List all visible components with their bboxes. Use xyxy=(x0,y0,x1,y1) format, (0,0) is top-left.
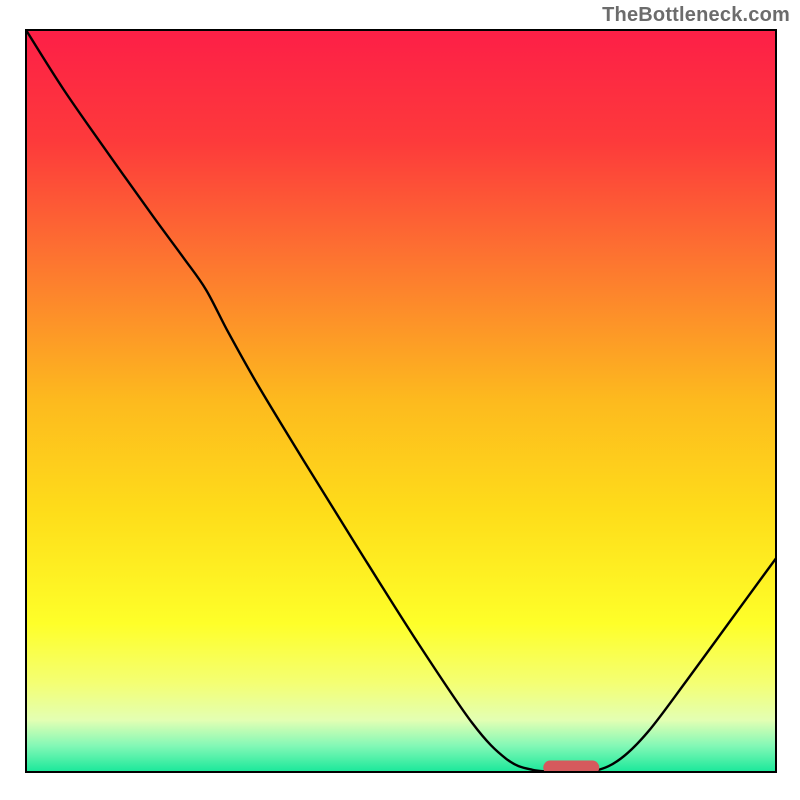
bottleneck-curve-chart xyxy=(0,0,800,800)
chart-container: TheBottleneck.com xyxy=(0,0,800,800)
gradient-background xyxy=(26,30,776,772)
